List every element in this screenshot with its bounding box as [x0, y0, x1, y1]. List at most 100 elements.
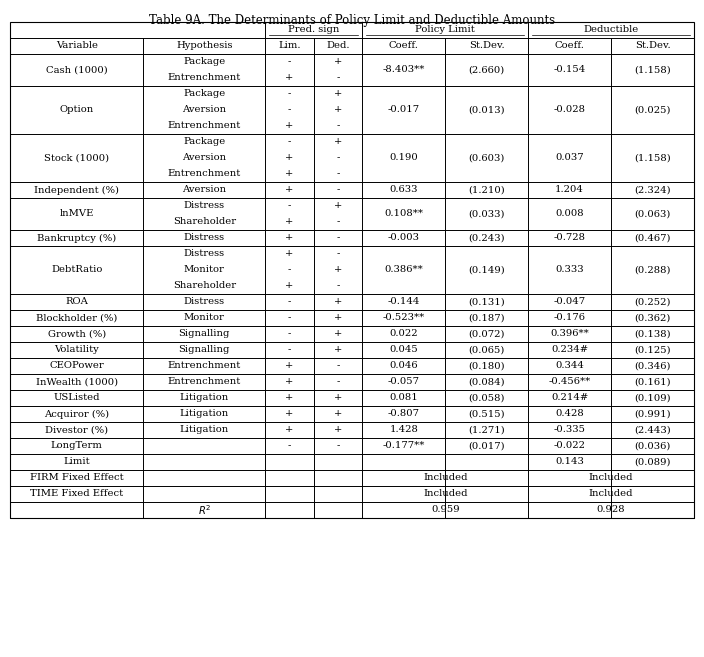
Text: 0.108**: 0.108**	[384, 210, 423, 219]
Text: TIME Fixed Effect: TIME Fixed Effect	[30, 489, 123, 499]
Text: Aversion: Aversion	[182, 185, 226, 194]
Text: 1.204: 1.204	[555, 185, 584, 194]
Text: 0.143: 0.143	[555, 457, 584, 466]
Text: (0.065): (0.065)	[469, 346, 505, 355]
Text: +: +	[285, 233, 294, 242]
Text: (0.036): (0.036)	[634, 442, 671, 451]
Text: lnMVE: lnMVE	[60, 210, 94, 219]
Text: +: +	[285, 217, 294, 227]
Text: -: -	[337, 378, 340, 386]
Text: DebtRatio: DebtRatio	[51, 265, 102, 275]
Text: 0.633: 0.633	[389, 185, 418, 194]
Text: Distress: Distress	[184, 202, 225, 210]
Text: 0.081: 0.081	[389, 394, 418, 403]
Text: Option: Option	[60, 106, 94, 114]
Text: Package: Package	[183, 58, 225, 66]
Text: Pred. sign: Pred. sign	[288, 26, 339, 35]
Text: -: -	[337, 442, 340, 451]
Text: +: +	[285, 74, 294, 83]
Text: ROA: ROA	[65, 298, 88, 307]
Text: (0.362): (0.362)	[634, 313, 671, 323]
Text: 0.022: 0.022	[389, 330, 418, 338]
Text: Distress: Distress	[184, 233, 225, 242]
Text: Lim.: Lim.	[278, 41, 301, 51]
Text: -0.176: -0.176	[553, 313, 586, 323]
Text: Included: Included	[423, 489, 467, 499]
Text: +: +	[285, 122, 294, 131]
Text: (0.025): (0.025)	[634, 106, 671, 114]
Text: Coeff.: Coeff.	[389, 41, 419, 51]
Text: $R^2$: $R^2$	[198, 503, 211, 517]
Text: -: -	[337, 122, 340, 131]
Text: -0.017: -0.017	[388, 106, 420, 114]
Text: -0.177**: -0.177**	[383, 442, 425, 451]
Text: (0.033): (0.033)	[468, 210, 505, 219]
Text: -0.144: -0.144	[388, 298, 420, 307]
Text: (0.072): (0.072)	[468, 330, 505, 338]
Text: -: -	[288, 313, 291, 323]
Text: Growth (%): Growth (%)	[48, 330, 106, 338]
Text: (1.158): (1.158)	[634, 154, 671, 162]
Text: Acquiror (%): Acquiror (%)	[44, 409, 109, 419]
Bar	[10, 22, 694, 518]
Text: InWealth (1000): InWealth (1000)	[36, 378, 118, 386]
Text: 0.396**: 0.396**	[551, 330, 589, 338]
Text: (0.084): (0.084)	[468, 378, 505, 386]
Text: Coeff.: Coeff.	[555, 41, 584, 51]
Text: (0.161): (0.161)	[634, 378, 671, 386]
Text: +: +	[285, 250, 294, 258]
Text: +: +	[334, 298, 342, 307]
Text: +: +	[334, 265, 342, 275]
Text: (0.138): (0.138)	[634, 330, 671, 338]
Text: Entrenchment: Entrenchment	[168, 361, 241, 371]
Text: (0.063): (0.063)	[634, 210, 671, 219]
Text: Signalling: Signalling	[179, 346, 230, 355]
Text: (0.089): (0.089)	[634, 457, 671, 466]
Text: 0.190: 0.190	[389, 154, 418, 162]
Text: -: -	[337, 217, 340, 227]
Text: Blockholder (%): Blockholder (%)	[36, 313, 118, 323]
Text: Independent (%): Independent (%)	[34, 185, 119, 194]
Text: Distress: Distress	[184, 298, 225, 307]
Text: FIRM Fixed Effect: FIRM Fixed Effect	[30, 474, 123, 482]
Text: CEOPower: CEOPower	[49, 361, 104, 371]
Text: 0.333: 0.333	[555, 265, 584, 275]
Text: Deductible: Deductible	[584, 26, 639, 35]
Text: (0.515): (0.515)	[468, 409, 505, 419]
Text: +: +	[334, 330, 342, 338]
Text: (0.346): (0.346)	[634, 361, 671, 371]
Text: Cash (1000): Cash (1000)	[46, 66, 108, 74]
Text: (0.125): (0.125)	[634, 346, 671, 355]
Text: (0.603): (0.603)	[469, 154, 505, 162]
Text: (0.180): (0.180)	[468, 361, 505, 371]
Text: -0.456**: -0.456**	[548, 378, 591, 386]
Text: Ded.: Ded.	[326, 41, 350, 51]
Text: +: +	[334, 58, 342, 66]
Text: Shareholder: Shareholder	[172, 281, 236, 290]
Text: Hypothesis: Hypothesis	[176, 41, 232, 51]
Text: -: -	[288, 137, 291, 147]
Text: -0.154: -0.154	[553, 66, 586, 74]
Text: -: -	[288, 58, 291, 66]
Text: Litigation: Litigation	[180, 426, 229, 434]
Text: +: +	[285, 426, 294, 434]
Text: -8.403**: -8.403**	[383, 66, 425, 74]
Text: (0.243): (0.243)	[468, 233, 505, 242]
Text: Litigation: Litigation	[180, 394, 229, 403]
Text: -: -	[288, 265, 291, 275]
Text: 0.037: 0.037	[555, 154, 584, 162]
Text: (0.013): (0.013)	[468, 106, 505, 114]
Text: (0.058): (0.058)	[468, 394, 505, 403]
Text: Monitor: Monitor	[184, 265, 225, 275]
Text: +: +	[334, 89, 342, 99]
Text: USListed: USListed	[54, 394, 100, 403]
Text: +: +	[285, 378, 294, 386]
Text: Limit: Limit	[63, 457, 90, 466]
Text: +: +	[285, 361, 294, 371]
Text: 0.959: 0.959	[431, 505, 460, 514]
Text: Included: Included	[423, 474, 467, 482]
Text: Shareholder: Shareholder	[172, 217, 236, 227]
Text: Signalling: Signalling	[179, 330, 230, 338]
Text: -: -	[337, 154, 340, 162]
Text: -0.022: -0.022	[553, 442, 586, 451]
